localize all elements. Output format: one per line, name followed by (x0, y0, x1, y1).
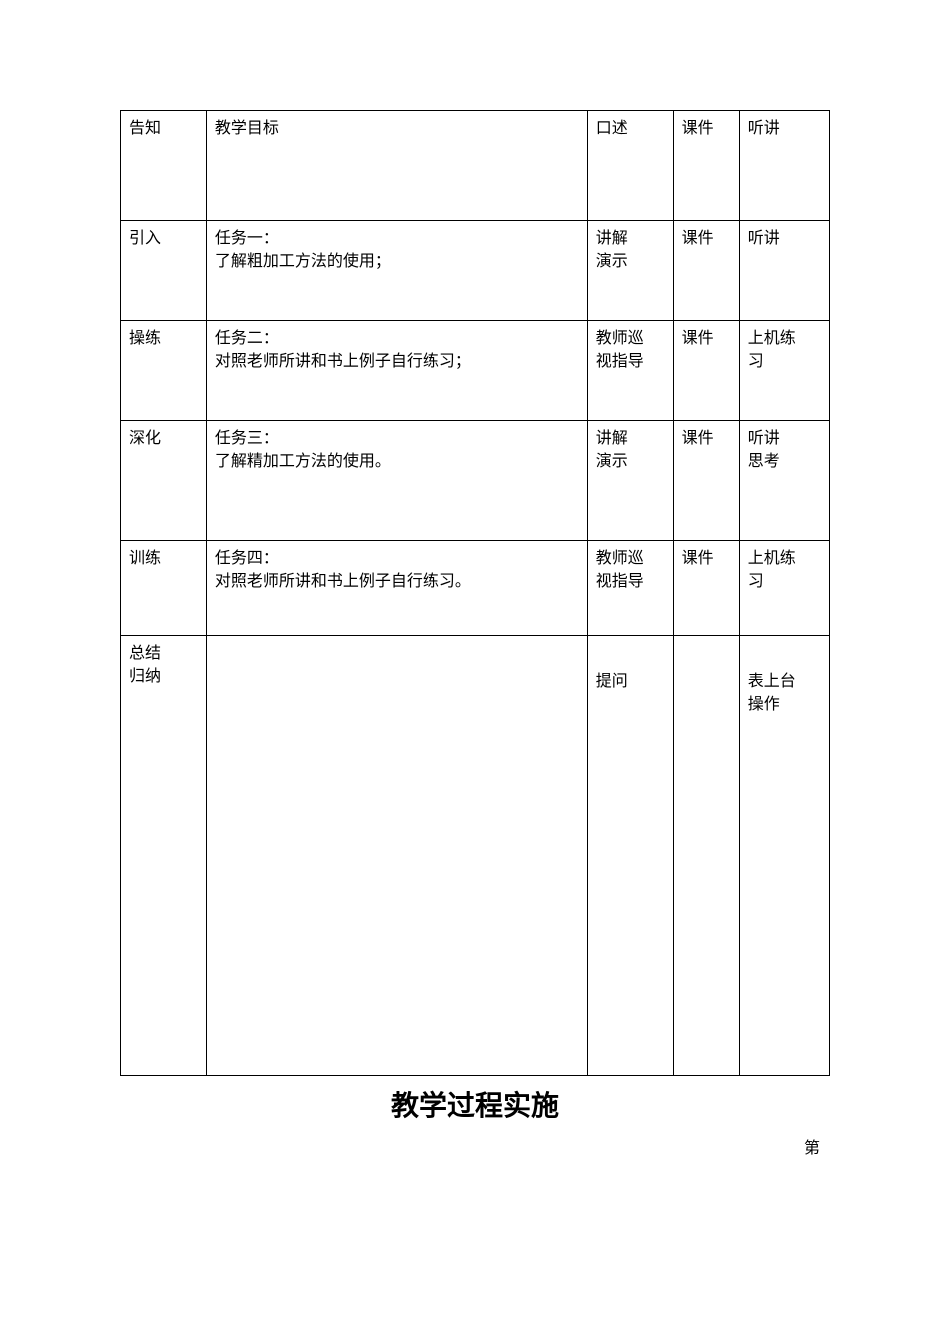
lesson-plan-table: 告知 教学目标 口述 课件 听讲 引入 任务一： 了解粗加工方法的使用； 讲解 … (120, 110, 830, 1076)
table-row: 引入 任务一： 了解粗加工方法的使用； 讲解 演示 课件 听讲 (121, 221, 830, 321)
cell-stage: 操练 (121, 321, 207, 421)
cell-media: 课件 (673, 111, 739, 221)
cell-stage: 引入 (121, 221, 207, 321)
cell-content: 任务四： 对照老师所讲和书上例子自行练习。 (206, 541, 587, 636)
cell-content: 任务二： 对照老师所讲和书上例子自行练习； (206, 321, 587, 421)
cell-teacher-action: 教师巡 视指导 (587, 321, 673, 421)
cell-content: 任务三： 了解精加工方法的使用。 (206, 421, 587, 541)
table-row: 总结 归纳 提问 表上台 操作 (121, 636, 830, 1076)
cell-content (206, 636, 587, 1076)
cell-media: 课件 (673, 221, 739, 321)
cell-student-action: 上机练 习 (739, 321, 829, 421)
cell-teacher-action: 教师巡 视指导 (587, 541, 673, 636)
cell-media: 课件 (673, 321, 739, 421)
cell-stage: 训练 (121, 541, 207, 636)
cell-teacher-action: 讲解 演示 (587, 421, 673, 541)
cell-student-action: 表上台 操作 (739, 636, 829, 1076)
page-container: 告知 教学目标 口述 课件 听讲 引入 任务一： 了解粗加工方法的使用； 讲解 … (0, 0, 950, 1218)
cell-teacher-action: 口述 (587, 111, 673, 221)
page-number-label: 第 (120, 1134, 830, 1158)
table-row: 操练 任务二： 对照老师所讲和书上例子自行练习； 教师巡 视指导 课件 上机练 … (121, 321, 830, 421)
cell-teacher-action-inner: 提问 (596, 642, 665, 693)
cell-stage: 告知 (121, 111, 207, 221)
cell-student-action: 听讲 (739, 221, 829, 321)
cell-content: 教学目标 (206, 111, 587, 221)
section-title: 教学过程实施 (120, 1084, 830, 1124)
cell-stage: 深化 (121, 421, 207, 541)
cell-stage: 总结 归纳 (121, 636, 207, 1076)
cell-student-action: 上机练 习 (739, 541, 829, 636)
cell-content: 任务一： 了解粗加工方法的使用； (206, 221, 587, 321)
cell-media: 课件 (673, 541, 739, 636)
table-row: 深化 任务三： 了解精加工方法的使用。 讲解 演示 课件 听讲 思考 (121, 421, 830, 541)
cell-media: 课件 (673, 421, 739, 541)
cell-student-action: 听讲 (739, 111, 829, 221)
table-row: 训练 任务四： 对照老师所讲和书上例子自行练习。 教师巡 视指导 课件 上机练 … (121, 541, 830, 636)
cell-teacher-action: 提问 (587, 636, 673, 1076)
table-row: 告知 教学目标 口述 课件 听讲 (121, 111, 830, 221)
cell-media (673, 636, 739, 1076)
cell-student-action-inner: 表上台 操作 (748, 642, 821, 716)
cell-teacher-action: 讲解 演示 (587, 221, 673, 321)
cell-student-action: 听讲 思考 (739, 421, 829, 541)
